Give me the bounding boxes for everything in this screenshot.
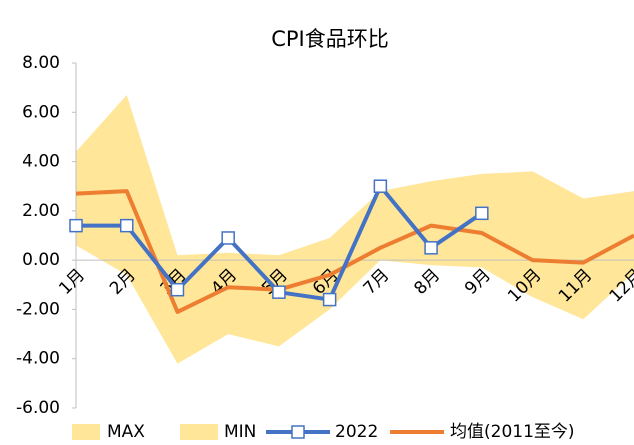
legend-swatch xyxy=(180,424,218,440)
line-series xyxy=(75,189,634,314)
y-tick-label: 8.00 xyxy=(22,53,60,73)
y-tick-label: -4.00 xyxy=(16,349,60,369)
legend-label: MIN xyxy=(224,422,256,442)
x-tick-label: 8月 xyxy=(410,265,444,299)
point-marker xyxy=(424,241,438,255)
point-marker xyxy=(119,218,134,233)
point-marker xyxy=(170,282,185,297)
legend-label: 2022 xyxy=(335,422,378,442)
legend-label: MAX xyxy=(107,422,145,442)
legend-label: 均值(2011至今) xyxy=(450,422,575,442)
legend-swatch xyxy=(72,424,100,440)
range-band xyxy=(76,95,634,364)
point-marker xyxy=(69,218,83,233)
y-tick-label: -6.00 xyxy=(16,398,60,418)
x-tick-label: 1月 xyxy=(55,265,89,299)
y-tick-label: 2.00 xyxy=(22,201,60,221)
point-marker xyxy=(272,285,286,299)
legend-marker xyxy=(291,425,305,439)
point-marker xyxy=(373,179,388,193)
point-marker xyxy=(322,292,337,307)
y-tick-label: 0.00 xyxy=(22,250,60,270)
y-tick-label: 4.00 xyxy=(22,152,60,172)
point-marker xyxy=(221,231,235,245)
point-marker xyxy=(475,206,489,221)
y-tick-label: 6.00 xyxy=(22,102,60,122)
y-tick-label: -2.00 xyxy=(16,299,60,319)
chart-title: CPI食品环比 xyxy=(271,27,389,51)
